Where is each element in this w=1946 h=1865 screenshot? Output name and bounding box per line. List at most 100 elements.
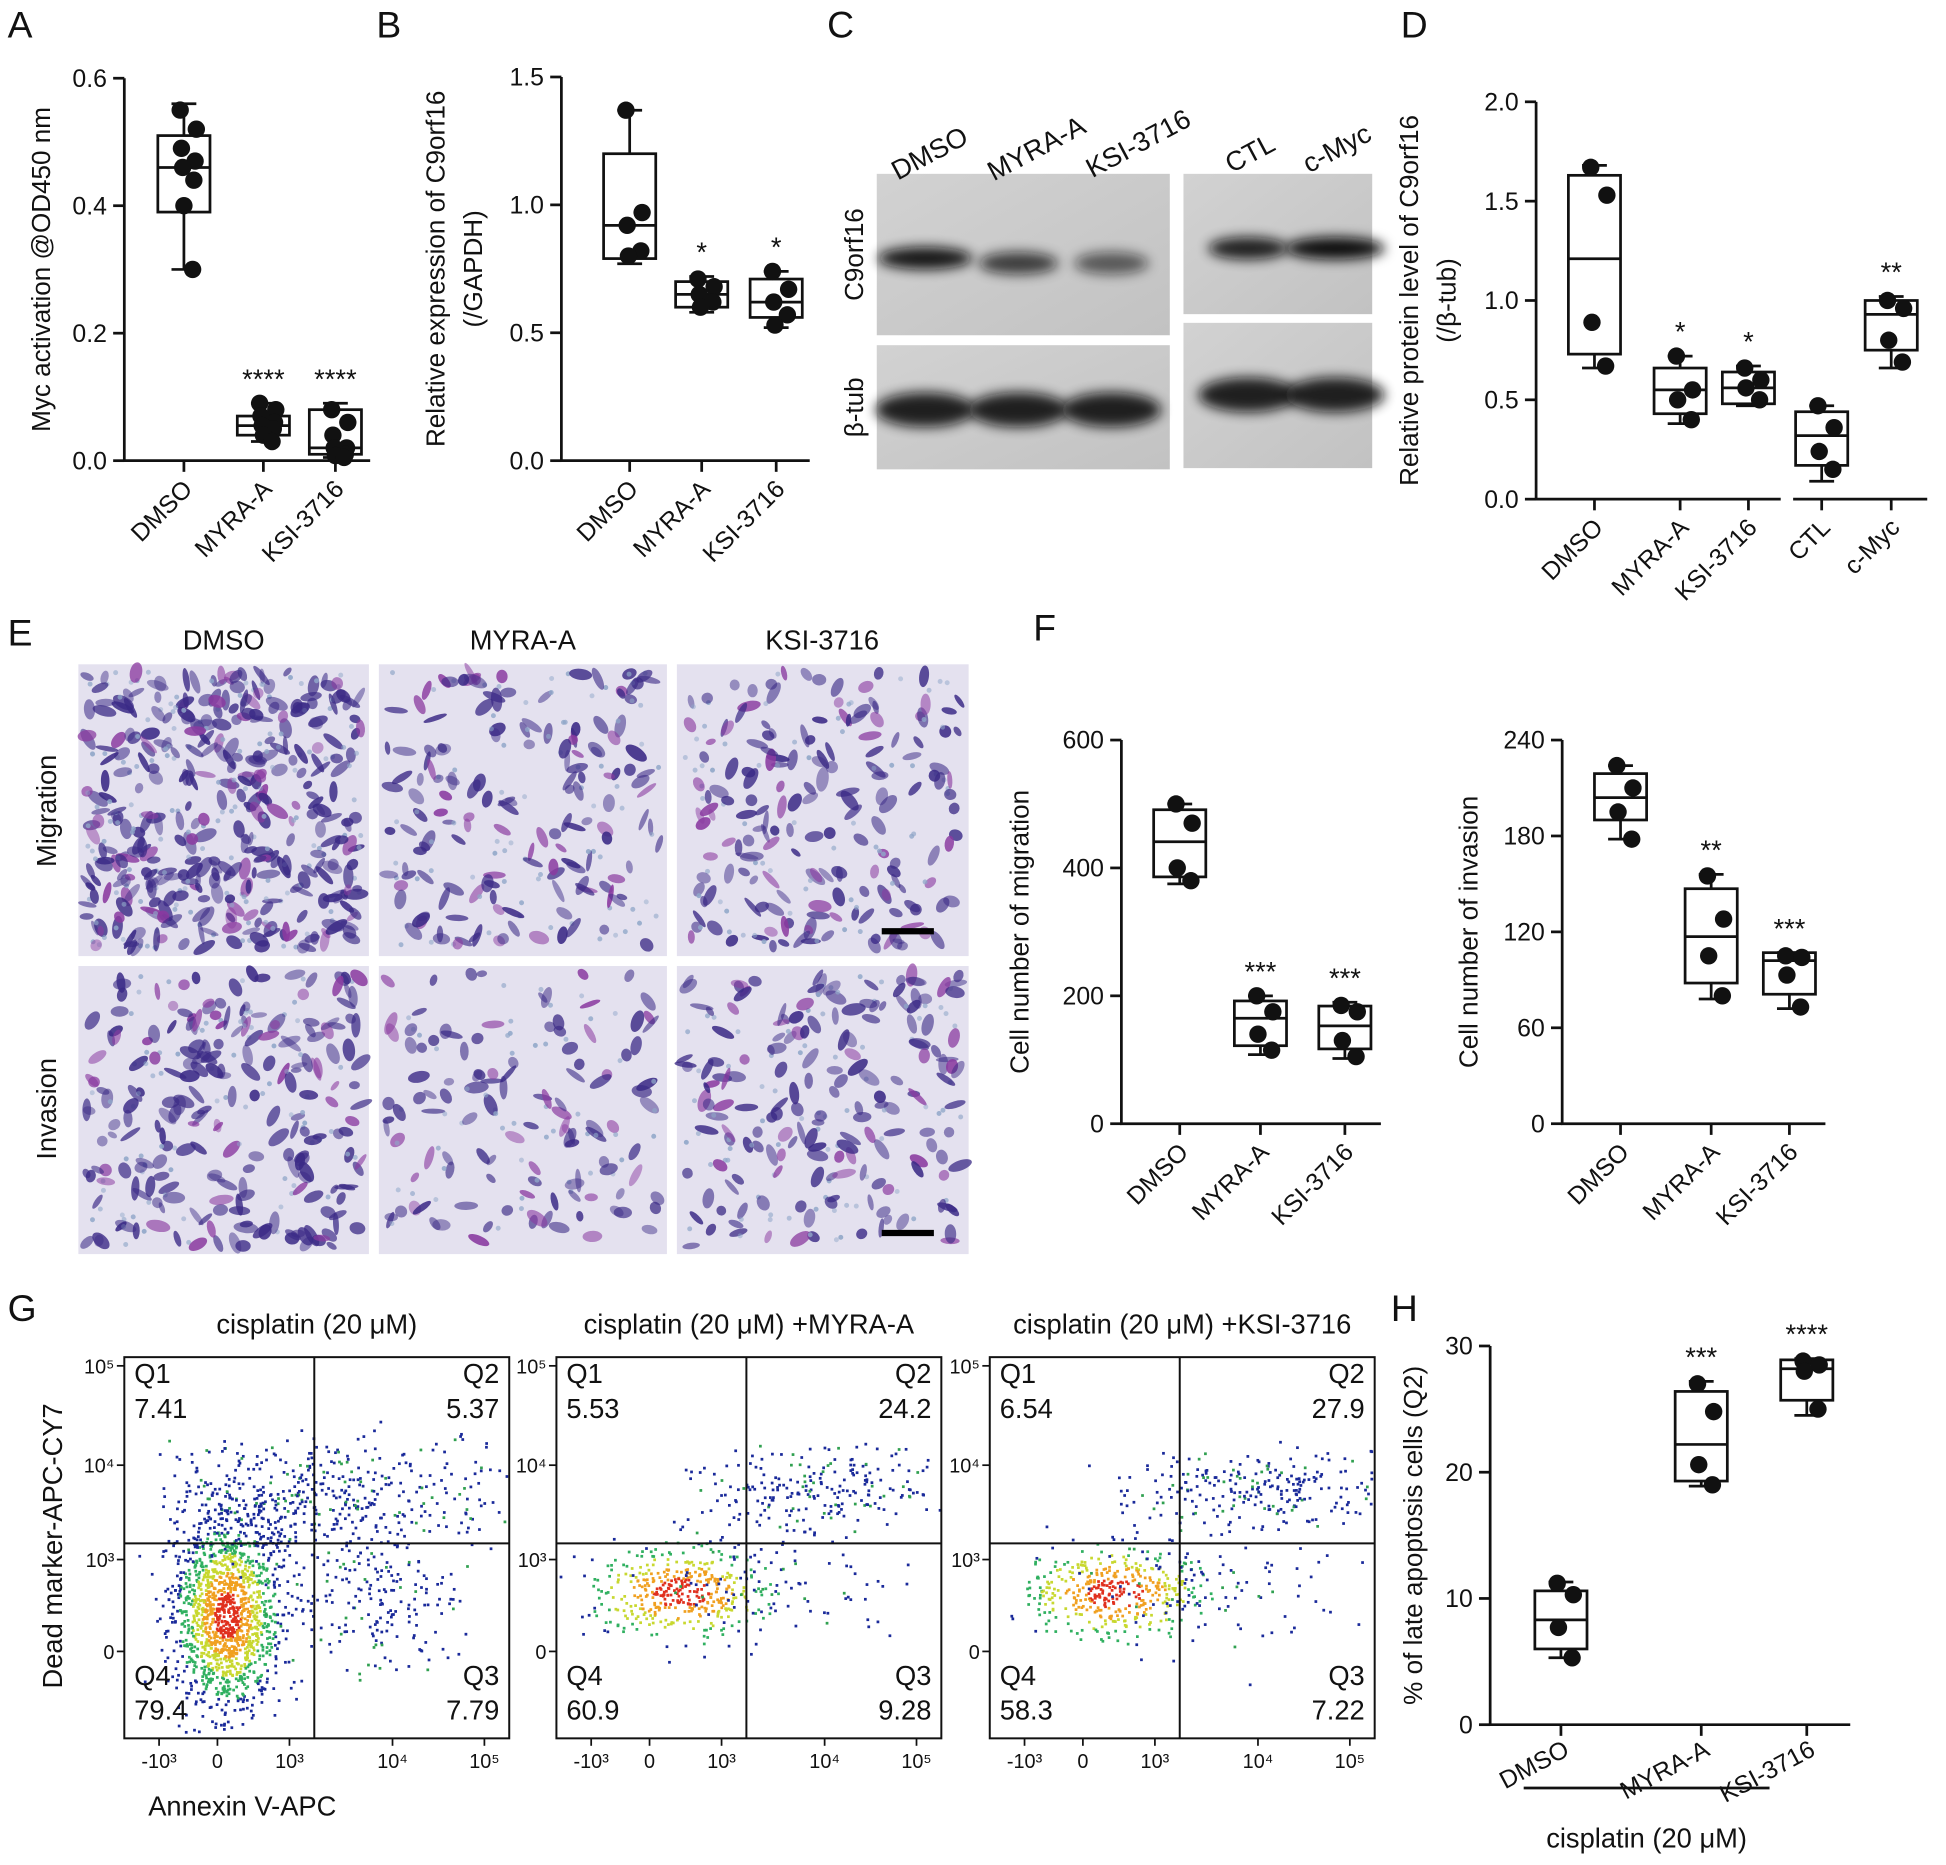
cell bbox=[619, 805, 625, 811]
event-dot bbox=[288, 1554, 292, 1557]
event-dot bbox=[219, 1681, 222, 1685]
event-dot bbox=[263, 1622, 267, 1625]
event-dot bbox=[246, 1632, 249, 1636]
event-dot bbox=[666, 1558, 670, 1561]
event-dot bbox=[711, 1609, 715, 1613]
cell bbox=[486, 930, 492, 936]
event-dot bbox=[310, 1602, 313, 1605]
event-dot bbox=[808, 1495, 812, 1499]
event-dot bbox=[376, 1570, 379, 1574]
cell bbox=[802, 1043, 808, 1049]
cell bbox=[848, 897, 854, 903]
event-dot bbox=[279, 1458, 282, 1462]
event-dot bbox=[228, 1576, 231, 1580]
event-dot bbox=[164, 1589, 167, 1593]
event-dot bbox=[222, 1677, 226, 1681]
event-dot bbox=[803, 1530, 807, 1534]
event-dot bbox=[778, 1483, 781, 1487]
cell bbox=[548, 925, 554, 931]
event-dot bbox=[301, 1608, 305, 1611]
cell bbox=[493, 823, 511, 836]
event-dot bbox=[878, 1496, 882, 1499]
event-dot bbox=[241, 1574, 245, 1578]
cell bbox=[412, 1200, 431, 1215]
event-dot bbox=[238, 1635, 242, 1639]
event-dot bbox=[224, 1703, 228, 1707]
event-dot bbox=[282, 1564, 286, 1568]
event-dot bbox=[368, 1592, 371, 1596]
event-dot bbox=[235, 1606, 239, 1609]
cell bbox=[466, 779, 481, 799]
event-dot bbox=[413, 1608, 417, 1612]
cell bbox=[249, 1089, 260, 1102]
event-dot bbox=[660, 1553, 664, 1557]
cell bbox=[492, 850, 498, 856]
cell bbox=[321, 1228, 337, 1242]
event-dot bbox=[203, 1665, 207, 1669]
event-dot bbox=[572, 1555, 576, 1559]
event-dot bbox=[820, 1482, 823, 1486]
event-dot bbox=[344, 1623, 347, 1627]
micrograph bbox=[78, 965, 373, 1255]
cell bbox=[815, 992, 821, 998]
event-dot bbox=[379, 1420, 383, 1424]
event-dot bbox=[713, 1577, 717, 1581]
event-dot bbox=[176, 1593, 180, 1596]
event-dot bbox=[211, 1577, 215, 1580]
cell bbox=[132, 1187, 152, 1201]
event-dot bbox=[202, 1547, 205, 1550]
cell bbox=[802, 792, 819, 805]
event-dot bbox=[310, 1628, 314, 1632]
event-dot bbox=[389, 1659, 392, 1663]
event-dot bbox=[590, 1558, 594, 1562]
cell bbox=[284, 969, 306, 980]
cell bbox=[290, 1067, 302, 1073]
event-dot bbox=[866, 1618, 870, 1622]
data-point bbox=[689, 270, 707, 288]
event-dot bbox=[277, 1497, 280, 1500]
event-dot bbox=[274, 1499, 277, 1503]
event-dot bbox=[206, 1613, 210, 1617]
event-dot bbox=[306, 1483, 310, 1487]
event-dot bbox=[273, 1713, 277, 1717]
event-dot bbox=[219, 1576, 223, 1579]
cell bbox=[523, 857, 543, 868]
event-dot bbox=[737, 1629, 741, 1633]
event-dot bbox=[442, 1516, 446, 1520]
event-dot bbox=[185, 1598, 188, 1602]
event-dot bbox=[166, 1679, 170, 1683]
event-dot bbox=[259, 1631, 263, 1634]
cell bbox=[945, 986, 965, 999]
event-dot bbox=[220, 1607, 224, 1611]
event-dot bbox=[256, 1640, 260, 1644]
event-dot bbox=[225, 1595, 229, 1599]
event-dot bbox=[278, 1549, 281, 1553]
event-dot bbox=[705, 1628, 708, 1632]
event-dot bbox=[230, 1600, 234, 1604]
event-dot bbox=[192, 1524, 196, 1528]
y-tick-label: 400 bbox=[1063, 856, 1104, 883]
event-dot bbox=[238, 1606, 241, 1609]
event-dot bbox=[771, 1452, 774, 1456]
cell bbox=[345, 1151, 351, 1157]
cell bbox=[772, 1032, 786, 1042]
event-dot bbox=[205, 1592, 208, 1596]
event-dot bbox=[707, 1592, 710, 1595]
event-dot bbox=[622, 1609, 626, 1613]
event-dot bbox=[441, 1647, 445, 1651]
cell bbox=[528, 930, 550, 945]
event-dot bbox=[231, 1560, 235, 1564]
cell bbox=[96, 942, 102, 948]
event-dot bbox=[244, 1686, 248, 1690]
event-dot bbox=[737, 1518, 741, 1521]
event-dot bbox=[221, 1581, 224, 1584]
cell bbox=[724, 908, 730, 914]
cell bbox=[631, 774, 650, 789]
cell bbox=[90, 1217, 95, 1223]
cell bbox=[127, 1084, 143, 1102]
cell bbox=[157, 872, 174, 886]
event-dot bbox=[397, 1494, 401, 1498]
event-dot bbox=[215, 1662, 219, 1666]
event-dot bbox=[466, 1565, 469, 1568]
data-point bbox=[1809, 1400, 1827, 1418]
